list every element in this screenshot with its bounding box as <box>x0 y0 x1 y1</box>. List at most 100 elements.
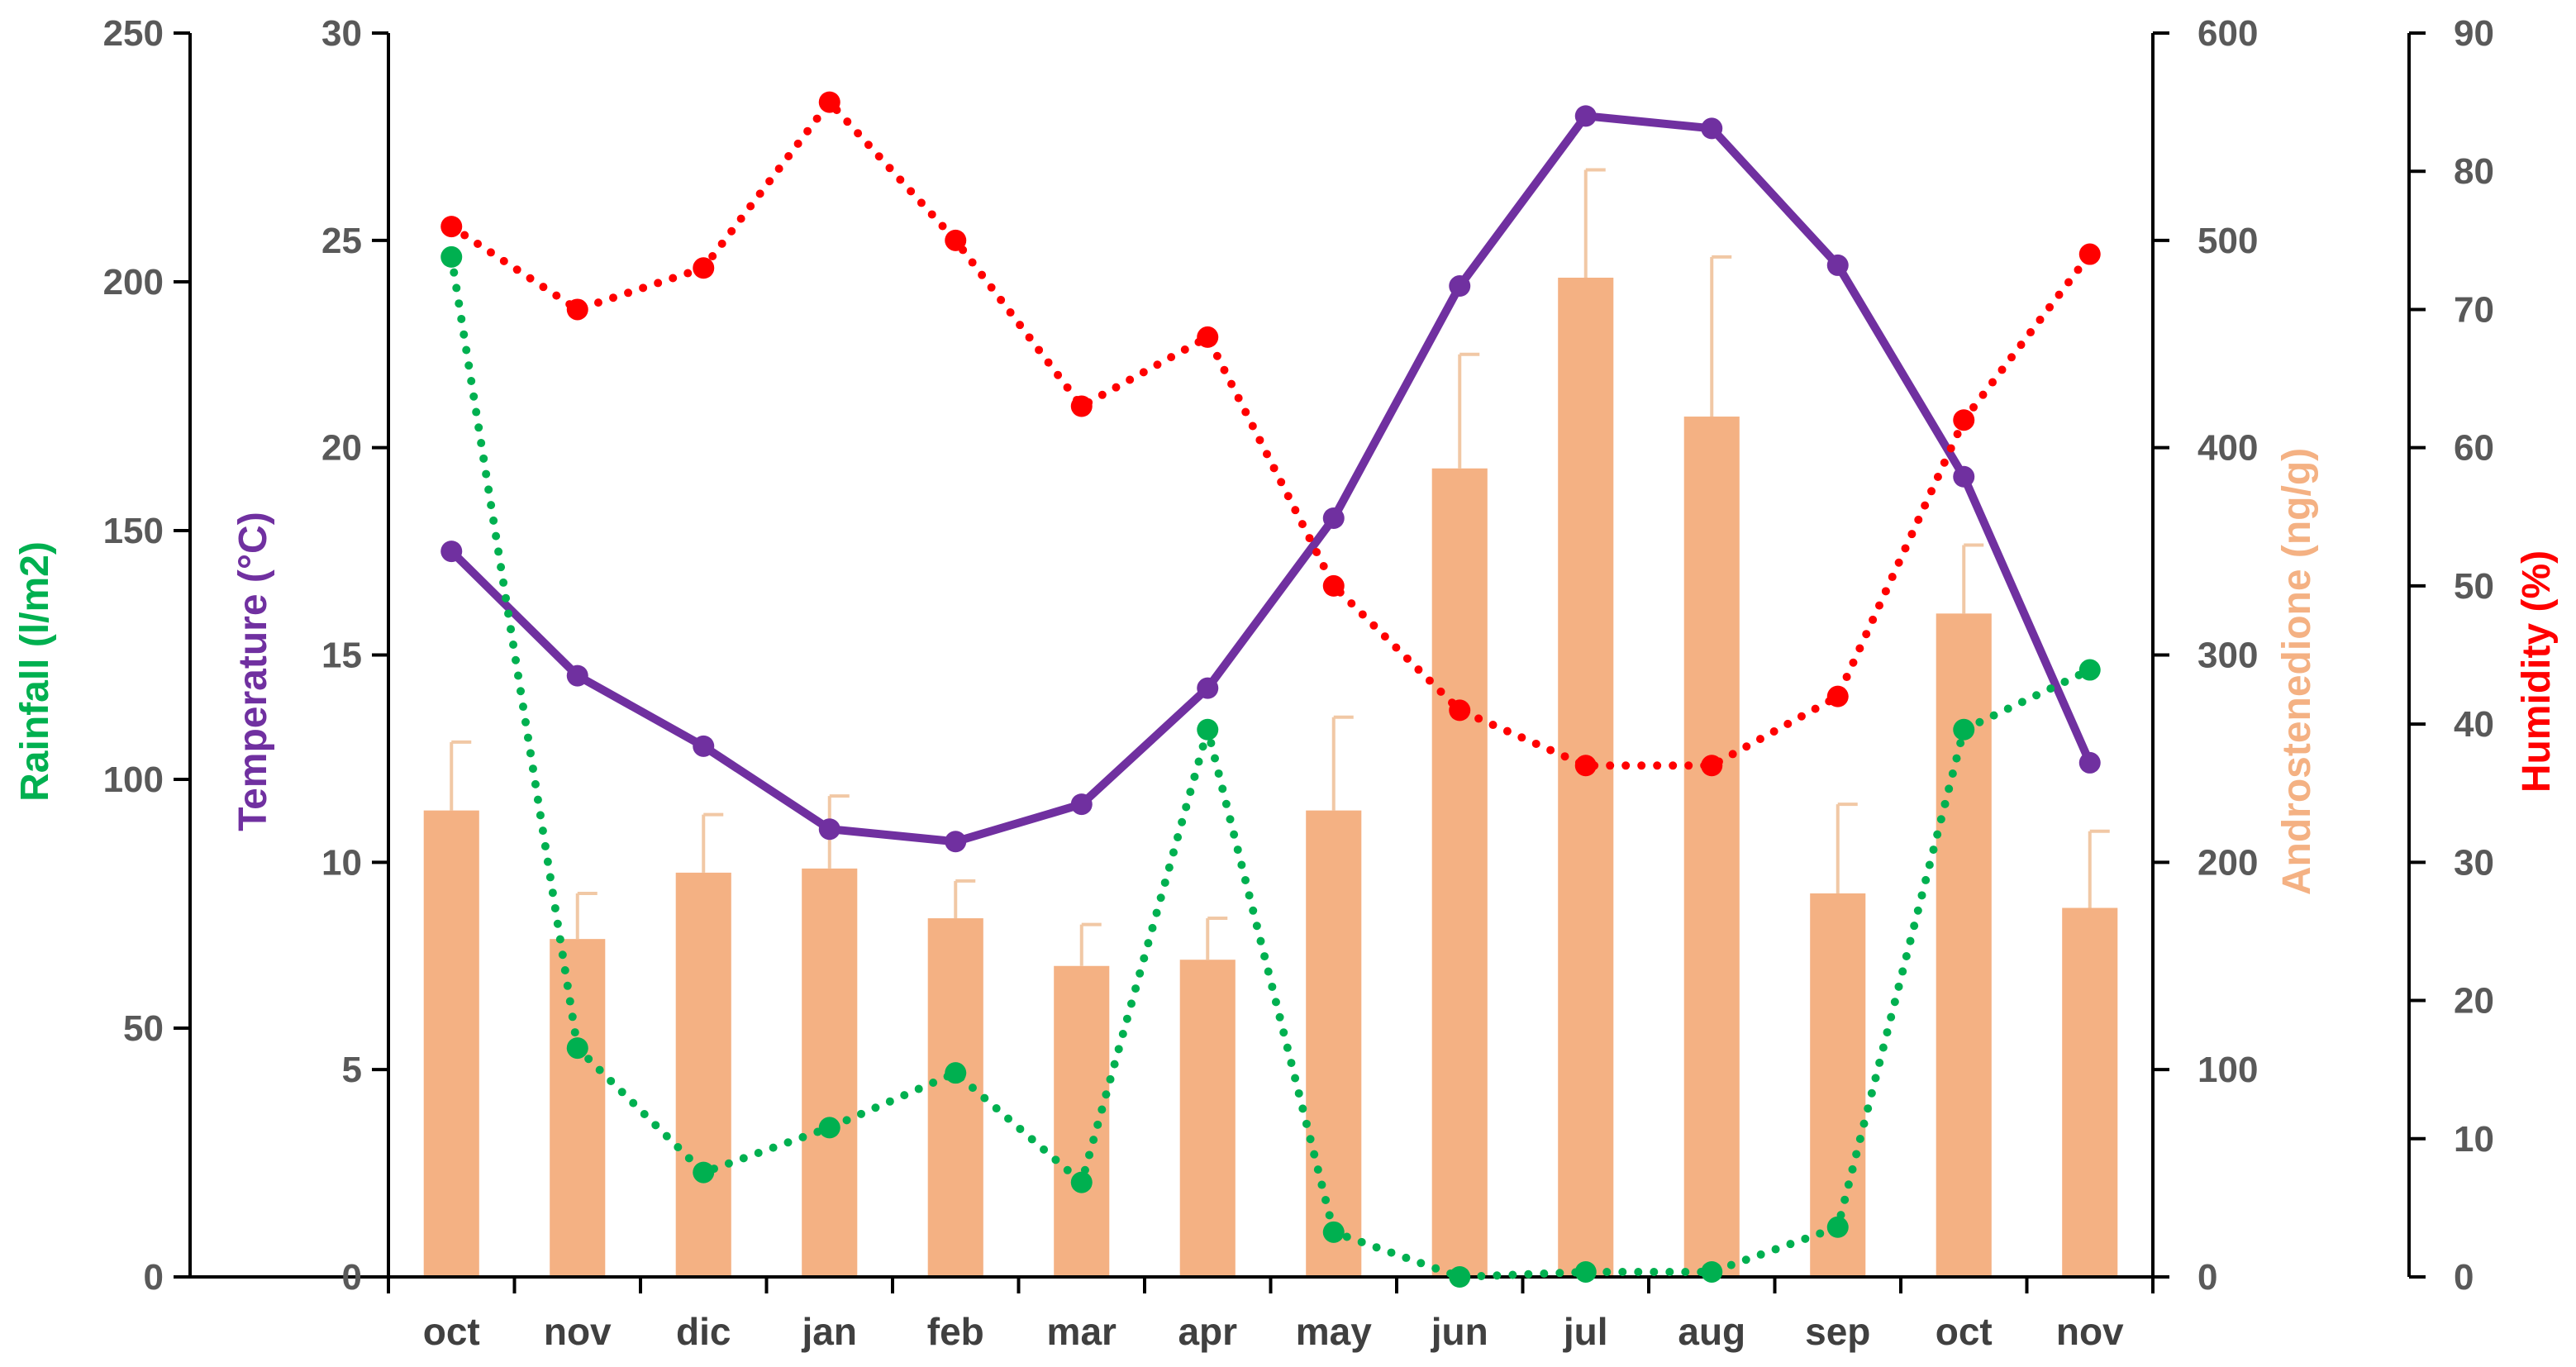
androstenedione-bar <box>675 872 731 1277</box>
axes <box>174 31 2426 1293</box>
rainfall-point <box>693 1161 715 1184</box>
humidity-line <box>447 98 2094 770</box>
rainfall-point <box>1070 1171 1093 1193</box>
androstenedione-bar <box>1936 613 1992 1277</box>
androstenedione-bar <box>1179 960 1236 1277</box>
series-lines <box>440 91 2101 1288</box>
rainfall-point <box>1701 1260 1723 1283</box>
rainfall-point <box>2078 659 2101 681</box>
x-category-label: oct <box>1936 1310 1993 1353</box>
androstenedione-tick-label: 200 <box>2197 842 2258 883</box>
rainfall-point <box>1574 1260 1597 1283</box>
x-category-label: aug <box>1678 1310 1745 1353</box>
androstenedione-tick-label: 400 <box>2197 428 2258 469</box>
humidity-tick-label: 70 <box>2454 289 2494 330</box>
androstenedione-bar <box>1054 965 1110 1277</box>
temperature-tick-label: 30 <box>321 13 362 54</box>
androstenedione-bar <box>423 810 479 1277</box>
axis-labels: 0501001502002500510152025300100200300400… <box>13 13 2559 1353</box>
androstenedione-bar <box>1683 417 1740 1278</box>
humidity-axis-title: Humidity (%) <box>2515 550 2559 793</box>
humidity-point <box>693 257 715 279</box>
androstenedione-axis-title: Androstenedione (ng/g) <box>2275 448 2319 895</box>
androstenedione-bar <box>2062 907 2118 1277</box>
x-category-label: nov <box>2056 1310 2124 1353</box>
rainfall-tick-label: 50 <box>123 1008 164 1049</box>
temperature-point <box>1701 117 1723 140</box>
humidity-point <box>440 216 463 238</box>
humidity-point <box>1953 409 1975 431</box>
rainfall-point <box>1449 1266 1471 1288</box>
rainfall-tick-label: 250 <box>103 13 164 54</box>
androstenedione-bar <box>1306 810 1362 1277</box>
androstenedione-tick-label: 0 <box>2197 1257 2217 1298</box>
humidity-tick-label: 80 <box>2454 151 2494 192</box>
temperature-tick-label: 25 <box>321 221 362 261</box>
rainfall-tick-label: 100 <box>103 760 164 800</box>
x-category-label: jun <box>1431 1310 1488 1353</box>
humidity-tick-label: 40 <box>2454 704 2494 745</box>
x-category-label: jan <box>802 1310 857 1353</box>
humidity-point <box>2078 243 2101 265</box>
x-category-label: oct <box>423 1310 480 1353</box>
rainfall-line <box>447 252 2094 1281</box>
temperature-point <box>1322 507 1345 529</box>
rainfall-point <box>1322 1221 1345 1243</box>
humidity-tick-label: 50 <box>2454 566 2494 607</box>
rainfall-point <box>818 1117 840 1139</box>
androstenedione-bars <box>423 277 2118 1278</box>
temperature-tick-label: 5 <box>342 1050 362 1090</box>
x-category-label: sep <box>1805 1310 1870 1353</box>
humidity-point <box>566 298 588 321</box>
temperature-point <box>1197 677 1219 699</box>
x-category-label: apr <box>1178 1310 1237 1353</box>
humidity-point <box>1322 574 1345 597</box>
temperature-point <box>1826 254 1849 276</box>
androstenedione-tick-label: 100 <box>2197 1050 2258 1090</box>
temperature-tick-label: 20 <box>321 428 362 469</box>
temperature-tick-label: 0 <box>342 1257 362 1298</box>
humidity-tick-label: 0 <box>2454 1257 2474 1298</box>
humidity-tick-label: 10 <box>2454 1119 2494 1160</box>
rainfall-tick-label: 0 <box>144 1257 164 1298</box>
temperature-point <box>1574 105 1597 127</box>
rainfall-tick-label: 150 <box>103 511 164 551</box>
temperature-point <box>440 541 463 563</box>
androstenedione-bar <box>1431 468 1488 1277</box>
temperature-point <box>566 664 588 687</box>
rainfall-point <box>566 1037 588 1060</box>
rainfall-point <box>1826 1216 1849 1238</box>
humidity-tick-label: 60 <box>2454 428 2494 469</box>
rainfall-point <box>945 1062 967 1084</box>
humidity-tick-label: 30 <box>2454 842 2494 883</box>
temperature-point <box>1953 465 1975 488</box>
humidity-point <box>1574 755 1597 777</box>
androstenedione-tick-label: 500 <box>2197 221 2258 261</box>
x-category-label: may <box>1296 1310 1372 1353</box>
rainfall-point <box>1197 718 1219 741</box>
temperature-axis-title: Temperature (°C) <box>231 512 275 831</box>
temperature-point <box>1070 793 1093 816</box>
humidity-point <box>1197 326 1219 348</box>
androstenedione-tick-label: 600 <box>2197 13 2258 54</box>
x-category-label: dic <box>676 1310 731 1353</box>
temperature-point <box>818 818 840 841</box>
rainfall-point <box>440 245 463 268</box>
temperature-point <box>693 735 715 757</box>
humidity-point <box>945 229 967 251</box>
x-category-label: jul <box>1563 1310 1608 1353</box>
humidity-point <box>1701 755 1723 777</box>
x-category-label: nov <box>544 1310 612 1353</box>
humidity-point <box>1826 685 1849 707</box>
temperature-point <box>2078 751 2101 774</box>
x-category-label: mar <box>1047 1310 1117 1353</box>
x-category-label: feb <box>927 1310 984 1353</box>
rainfall-tick-label: 200 <box>103 262 164 302</box>
humidity-tick-label: 20 <box>2454 981 2494 1022</box>
temperature-tick-label: 15 <box>321 636 362 676</box>
temperature-point <box>1449 275 1471 298</box>
androstenedione-tick-label: 300 <box>2197 636 2258 676</box>
androstenedione-bar <box>927 918 983 1277</box>
